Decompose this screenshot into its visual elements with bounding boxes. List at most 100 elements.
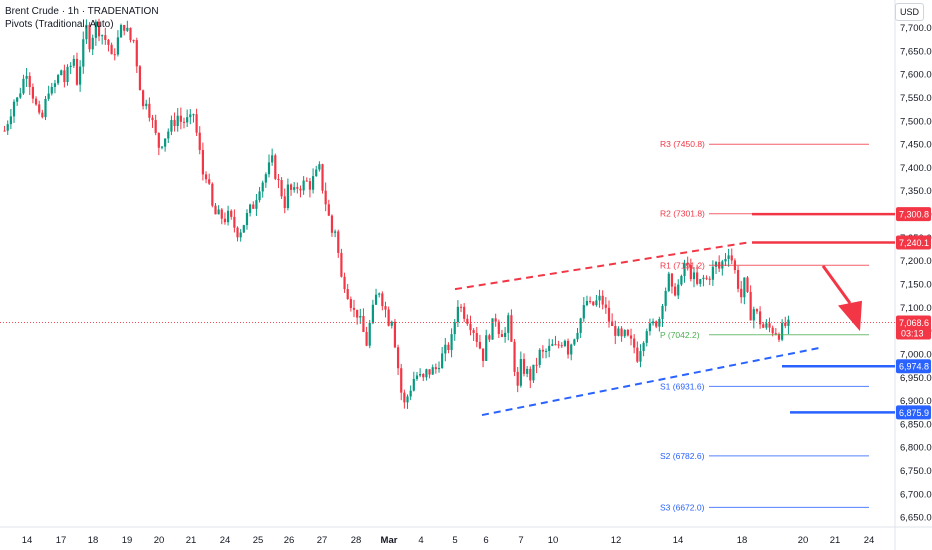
chart-legend: Brent Crude · 1h · TRADENATION Pivots (T… [5,5,159,31]
candle-body [541,349,544,352]
candle-body [69,65,72,67]
candle-body [504,332,507,337]
x-tick-label: 26 [284,535,295,546]
candle-body [510,315,513,342]
candle-body [261,182,264,192]
upper-channel-line[interactable] [454,241,749,291]
candle-body [447,344,450,351]
lower-channel-line[interactable] [481,346,823,417]
candle-body [349,299,352,308]
x-tick-label: 14 [22,535,33,546]
candle-body [655,321,658,327]
candle-body [781,322,784,340]
candle-body [31,87,35,99]
candle-body [296,187,299,189]
candle-body [129,27,132,41]
candle-body [491,318,494,340]
candle-body [176,115,179,127]
candle-body [186,117,189,123]
candle-body [403,392,406,403]
candle-body [387,309,390,326]
candle-body [441,353,444,369]
candle-body [538,349,541,365]
level-price-tag [896,235,931,250]
candle-body [148,103,151,118]
candle-body [101,35,104,37]
candle-body [321,164,324,191]
level-price-label: 6,875.9 [899,408,929,418]
candle-body [400,368,403,393]
candle-body [289,184,293,190]
candle-body [293,187,296,190]
candle-body [544,350,548,352]
x-tick-label: 18 [88,535,99,546]
pivot-label-r1: R1 (7191.2) [660,260,705,270]
candle-body [670,273,674,287]
symbol-title[interactable]: Brent Crude · 1h · TRADENATION [5,6,159,17]
candle-body [463,306,466,319]
candle-body [475,333,478,342]
x-tick-label: 21 [186,535,197,546]
candle-body [280,180,283,197]
candle-body [9,116,12,125]
candle-body [201,150,204,175]
candle-body [529,368,532,381]
candle-body [680,276,683,285]
candle-body [730,255,733,261]
candle-body [595,300,598,306]
candle-body [746,277,749,292]
candle-body [311,176,315,190]
candle-body [592,301,595,306]
candle-body [642,342,645,352]
candle-body [406,396,409,403]
candle-body [138,66,142,91]
last-price-tag [896,315,931,340]
candle-body [724,258,727,262]
y-tick-label: 7,150.0 [900,279,932,290]
candle-body [466,318,469,324]
candle-body [566,340,570,355]
candle-body [91,37,94,50]
level-price-tag [896,359,931,374]
y-tick-label: 7,650.0 [900,46,932,57]
candle-body [639,351,642,362]
candle-body [239,232,242,238]
candle-body [374,294,378,305]
candle-body [777,334,781,340]
candle-body [664,290,667,306]
candle-body [236,227,239,238]
candle-body [277,178,280,181]
candle-body [598,295,601,301]
candle-body [182,121,186,123]
candle-body [661,305,664,320]
candle-body [623,330,626,337]
candle-body [450,334,453,351]
candle-body [324,190,327,205]
candle-body [352,307,356,310]
price-axis[interactable] [895,0,932,550]
candle-body [686,263,689,265]
candle-body [611,321,614,327]
candle-body [762,324,765,328]
candle-body [334,231,337,233]
candle-body [696,272,699,284]
indicator-label[interactable]: Pivots (Traditional, Auto) [5,19,114,30]
candle-body [252,204,255,209]
candle-body [500,334,504,337]
x-tick-label: 27 [317,535,328,546]
candle-body [170,120,173,132]
candle-body [626,330,629,336]
countdown-label: 03:13 [901,328,924,338]
candle-body [708,278,711,280]
candle-body [620,328,623,337]
candle-body [409,390,412,397]
candle-body [667,273,670,291]
candle-body [434,367,437,370]
candle-body [532,364,535,381]
candle-body [141,90,145,107]
currency-button[interactable]: USD [894,3,924,21]
candle-body [28,75,31,88]
candle-body [258,191,261,201]
candle-body [192,114,195,116]
